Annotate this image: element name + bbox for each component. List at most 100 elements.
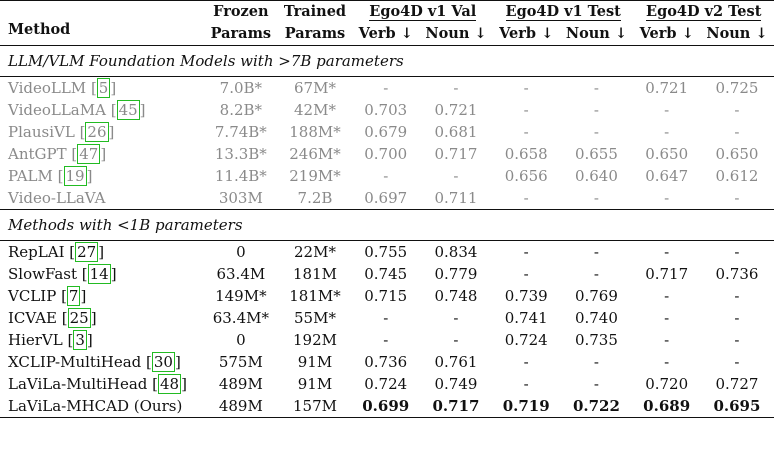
header-sub: Noun ↓	[565, 25, 628, 42]
metric-cell: -	[559, 76, 634, 99]
metric-cell: 0.720	[645, 375, 689, 393]
method-name-cell: LaViLa-MultiHead [48]	[8, 374, 187, 394]
method-name: Video-LLaVA	[8, 189, 106, 207]
method-name: VideoLLaMA	[8, 101, 106, 119]
metric-cell: 0.640	[574, 167, 618, 185]
metric-cell: 0.741	[504, 309, 548, 327]
method-name: LaViLa-MultiHead	[8, 375, 148, 393]
metric-cell: -	[593, 189, 599, 207]
metric-cell: 0.755	[352, 240, 419, 263]
metric-cell: -	[523, 265, 529, 283]
table-row: LaViLa-MHCAD (Ours) 489M 157M 0.699 0.717 0.7…	[0, 395, 774, 418]
table-row: VideoLLaMA [45] 8.2B* 42M* 0.703 0.721 - - - -	[0, 99, 774, 121]
metric-cell: 0.745	[364, 265, 408, 283]
header-trained-1: Trained	[277, 0, 353, 23]
method-name: ICVAE	[8, 309, 57, 327]
citation-link[interactable]: 14	[87, 264, 111, 284]
frozen-params-cell: 63.4M	[216, 265, 266, 283]
trained-params-cell: 188M*	[289, 123, 341, 141]
citation-link[interactable]: 5	[96, 78, 111, 98]
metric-cell: -	[734, 101, 740, 119]
metric-cell: 0.650	[715, 145, 759, 163]
metric-cell: 0.736	[364, 353, 408, 371]
method-name-cell: LaViLa-MHCAD (Ours)	[0, 395, 205, 418]
metric-cell: -	[734, 309, 740, 327]
citation-link[interactable]: 19	[63, 166, 87, 186]
metric-cell: -	[664, 287, 670, 305]
header-sub: Noun ↓	[706, 25, 768, 42]
trained-params-cell: 55M*	[294, 309, 336, 327]
table-row: VideoLLM [5] 7.0B* 67M* - - - -0.721 0.725	[0, 76, 774, 99]
metric-cell: -	[734, 331, 740, 349]
metric-cell: -	[593, 101, 599, 119]
trained-params-cell: 22M*	[277, 240, 353, 263]
method-name-cell: AntGPT [47]	[8, 144, 107, 164]
metric-cell: 0.703	[364, 101, 408, 119]
metric-cell: -	[492, 76, 560, 99]
metric-cell: -	[699, 240, 774, 263]
metric-cell: 0.721	[633, 76, 700, 99]
citation-link[interactable]: 45	[116, 100, 140, 120]
metric-cell: 0.689	[633, 395, 700, 418]
metric-cell: 0.647	[645, 167, 689, 185]
metric-cell: 0.749	[434, 375, 478, 393]
metric-cell: 0.719	[492, 395, 560, 418]
trained-params-cell: 91M	[297, 375, 333, 393]
citation-link[interactable]: 25	[67, 308, 91, 328]
header-group-v1val: Ego4D v1 Val	[352, 0, 493, 23]
method-name: PALM	[8, 167, 53, 185]
trained-params-cell: 67M*	[277, 76, 353, 99]
header-trained-2: Params	[284, 25, 346, 42]
metric-cell: 0.739	[504, 287, 548, 305]
metric-cell: -	[593, 265, 599, 283]
metric-cell: 0.722	[559, 395, 634, 418]
metric-cell: 0.834	[418, 240, 493, 263]
method-name: RepLAI	[8, 243, 65, 261]
trained-params-cell: 42M*	[294, 101, 336, 119]
method-name-cell: VideoLLaMA [45]	[8, 100, 146, 120]
citation-link[interactable]: 48	[158, 374, 182, 394]
table-row: AntGPT [47] 13.3B* 246M* 0.700 0.717 0.658 0.6…	[0, 143, 774, 165]
metric-cell: -	[664, 309, 670, 327]
citation-link[interactable]: 47	[77, 144, 101, 164]
table-row: Video-LLaVA 303M 7.2B 0.697 0.711 - - - -	[0, 187, 774, 210]
metric-cell: -	[734, 353, 740, 371]
metric-cell: -	[593, 375, 599, 393]
method-name-cell: RepLAI [27]	[0, 240, 205, 263]
section-title-llm: LLM/VLM Foundation Models with >7B param…	[0, 45, 774, 77]
method-name: LaViLa-MHCAD (Ours)	[8, 397, 183, 415]
metric-cell: 0.656	[504, 167, 548, 185]
metric-cell: -	[453, 309, 459, 327]
metric-cell: 0.717	[645, 265, 689, 283]
metric-cell: 0.740	[574, 309, 618, 327]
citation-link[interactable]: 30	[151, 352, 175, 372]
citation-link[interactable]: 27	[75, 242, 99, 262]
metric-cell: 0.735	[574, 331, 618, 349]
citation-link[interactable]: 26	[85, 122, 109, 142]
metric-cell: -	[664, 353, 670, 371]
header-sub: Verb ↓	[358, 25, 413, 42]
frozen-params-cell: 7.74B*	[214, 123, 267, 141]
citation-link[interactable]: 7	[66, 286, 81, 306]
frozen-params-cell: 489M	[204, 395, 278, 418]
method-name: SlowFast	[8, 265, 78, 283]
metric-cell: 0.695	[699, 395, 774, 418]
frozen-params-cell: 0	[236, 331, 246, 349]
metric-cell: 0.721	[434, 101, 478, 119]
metric-cell: -	[383, 331, 389, 349]
metric-cell: 0.769	[574, 287, 618, 305]
citation-link[interactable]: 3	[73, 330, 87, 350]
metric-cell: -	[453, 331, 459, 349]
metric-cell: 0.650	[645, 145, 689, 163]
method-name: XCLIP-MultiHead	[8, 353, 142, 371]
method-name-cell: ICVAE [25]	[8, 308, 97, 328]
trained-params-cell: 192M	[292, 331, 337, 349]
metric-cell: 0.717	[418, 395, 493, 418]
method-name-cell: SlowFast [14]	[8, 264, 117, 284]
method-name-cell: VideoLLM [5]	[0, 76, 205, 99]
header-group-v1test: Ego4D v1 Test	[492, 0, 634, 23]
metric-cell: -	[383, 309, 389, 327]
table-row: ICVAE [25] 63.4M* 55M* - - 0.741 0.740 - -	[0, 307, 774, 329]
metric-cell: 0.736	[715, 265, 759, 283]
metric-cell: 0.724	[504, 331, 548, 349]
